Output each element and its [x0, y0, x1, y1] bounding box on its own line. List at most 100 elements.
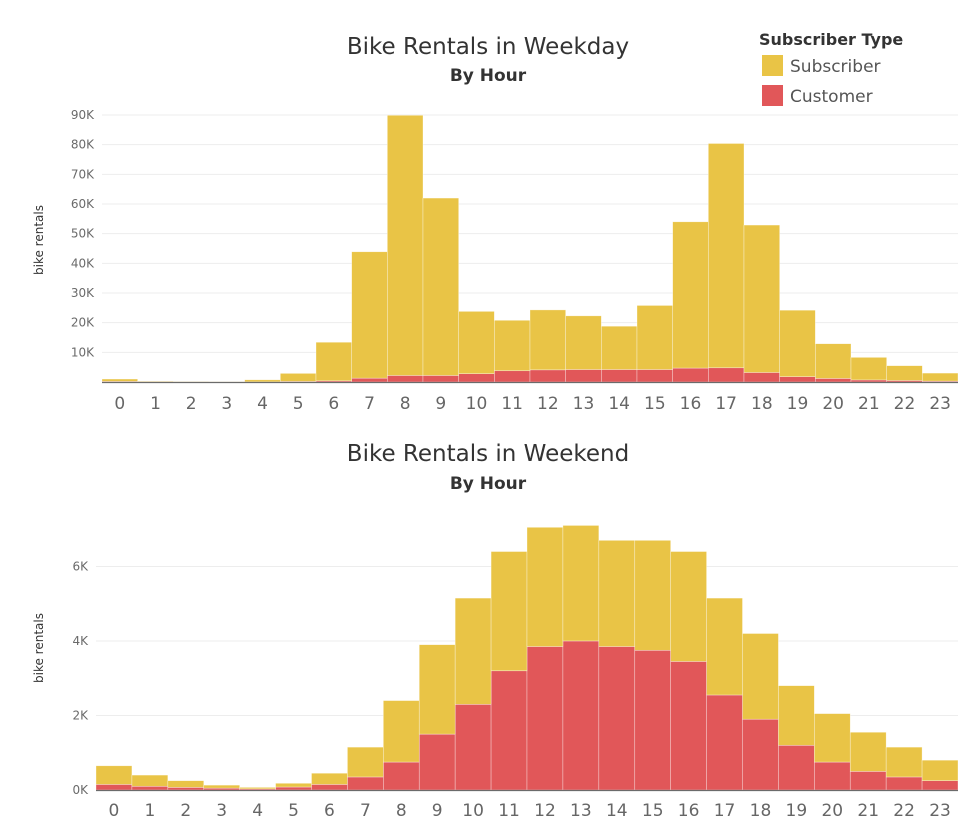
weekend-bar-subscriber: [167, 780, 205, 788]
weekend-bar-customer: [526, 646, 564, 791]
weekend-x-tick-label: 21: [857, 801, 879, 821]
weekday-bar-subscriber: [815, 343, 852, 379]
weekend-bar-subscriber: [706, 597, 743, 696]
weekday-bar-subscriber: [422, 197, 459, 376]
weekend-x-tick-label: 9: [432, 801, 443, 821]
weekday-bar-subscriber: [922, 372, 959, 382]
weekday-x-tick-label: 5: [293, 394, 304, 414]
weekday-x-tick-label: 14: [608, 394, 630, 414]
weekday-bar-customer: [458, 373, 495, 383]
weekend-bar-subscriber: [347, 746, 384, 778]
weekday-y-tick-label: 80K: [71, 138, 95, 152]
weekday-x-tick-label: 3: [221, 394, 232, 414]
weekend-bar-customer: [814, 761, 851, 791]
weekday-x-tick-label: 17: [715, 394, 737, 414]
weekend-x-tick-label: 15: [642, 801, 664, 821]
weekend-chart-subtitle: By Hour: [450, 474, 527, 494]
weekend-bar-subscriber: [490, 551, 528, 672]
weekend-bar-customer: [562, 640, 600, 791]
weekday-x-tick-label: 23: [929, 394, 951, 414]
weekday-bar-subscriber: [280, 373, 317, 382]
weekday-bar-subscriber: [244, 379, 281, 383]
weekday-bar-customer: [672, 367, 709, 383]
weekend-bar-customer: [418, 733, 456, 791]
weekday-x-tick-label: 22: [894, 394, 916, 414]
weekend-bar-subscriber: [311, 772, 348, 785]
weekend-x-tick-label: 2: [180, 801, 191, 821]
weekend-bar-customer: [742, 718, 779, 791]
weekend-bar-customer: [706, 694, 743, 791]
weekday-bar-customer: [565, 369, 602, 383]
weekend-bar-customer: [634, 649, 671, 791]
weekday-chart-subtitle: By Hour: [450, 66, 527, 86]
weekend-x-tick-label: 7: [360, 801, 371, 821]
weekend-x-tick-label: 13: [570, 801, 592, 821]
weekend-bar-subscriber: [814, 713, 851, 763]
weekday-x-tick-label: 4: [257, 394, 268, 414]
weekday-bar-subscriber: [387, 114, 424, 376]
weekend-x-tick-label: 5: [288, 801, 299, 821]
legend-label-subscriber: Subscriber: [790, 57, 881, 77]
weekday-bar-customer: [387, 375, 424, 383]
weekend-bar-customer: [131, 785, 169, 791]
weekday-x-tick-label: 21: [858, 394, 880, 414]
weekend-bar-customer: [311, 784, 348, 791]
weekday-x-tick-label: 2: [186, 394, 197, 414]
weekday-y-tick-label: 90K: [71, 108, 95, 122]
weekend-x-tick-label: 3: [216, 801, 227, 821]
weekday-bar-customer: [743, 372, 780, 383]
weekday-bar-customer: [422, 375, 459, 383]
weekday-x-tick-label: 18: [751, 394, 773, 414]
weekend-bar-customer: [383, 761, 420, 791]
legend-label-customer: Customer: [790, 87, 873, 107]
weekend-bar-customer: [885, 776, 923, 791]
weekend-bar-subscriber: [778, 685, 815, 746]
weekend-bar-subscriber: [239, 787, 276, 790]
weekend-bar-subscriber: [921, 759, 959, 781]
weekday-x-tick-label: 20: [822, 394, 844, 414]
weekend-bar-subscriber: [418, 644, 456, 735]
weekday-y-axis-label: bike rentals: [32, 205, 46, 275]
weekday-bar-subscriber: [886, 365, 923, 381]
weekend-x-tick-label: 8: [396, 801, 407, 821]
weekday-y-tick-label: 30K: [71, 286, 95, 300]
weekend-bar-subscriber: [383, 700, 420, 763]
weekday-x-tick-label: 6: [328, 394, 339, 414]
weekday-y-tick-label: 20K: [71, 316, 95, 330]
weekend-y-tick-label: 4K: [72, 634, 89, 648]
weekend-bar-customer: [598, 646, 636, 791]
weekday-bar-subscriber: [529, 309, 566, 371]
weekend-bar-customer: [490, 670, 528, 791]
weekday-bar-subscriber: [708, 143, 745, 369]
weekend-bar-subscriber: [95, 765, 133, 785]
weekday-x-tick-label: 13: [573, 394, 595, 414]
weekday-x-tick-label: 19: [787, 394, 809, 414]
weekday-bar-customer: [850, 379, 887, 383]
weekday-bar-subscriber: [636, 305, 673, 370]
weekend-x-tick-label: 12: [534, 801, 556, 821]
weekend-bar-subscriber: [634, 540, 671, 651]
weekday-bar-customer: [494, 370, 531, 383]
legend: Subscriber Type Subscriber Customer: [759, 30, 903, 107]
weekend-x-tick-label: 10: [462, 801, 484, 821]
weekday-y-tick-label: 60K: [71, 197, 95, 211]
weekday-bar-subscriber: [779, 309, 816, 377]
weekend-bar-customer: [921, 780, 959, 791]
weekend-bar-customer: [778, 744, 815, 791]
weekday-x-tick-label: 11: [501, 394, 523, 414]
weekday-y-tick-label: 40K: [71, 256, 95, 270]
weekday-chart-title: Bike Rentals in Weekday: [347, 34, 629, 60]
weekday-bar-subscriber: [850, 357, 887, 381]
weekend-bar-customer: [347, 776, 384, 791]
weekend-y-tick-label: 2K: [72, 708, 89, 722]
weekday-bar-customer: [815, 378, 852, 383]
legend-swatch-subscriber: [762, 55, 783, 76]
weekend-bar-subscriber: [275, 782, 312, 788]
weekday-bar-customer: [779, 376, 816, 383]
weekend-bar-subscriber: [670, 551, 707, 662]
legend-title: Subscriber Type: [759, 30, 903, 49]
weekend-x-tick-label: 20: [821, 801, 843, 821]
weekend-bar-subscriber: [742, 633, 779, 720]
